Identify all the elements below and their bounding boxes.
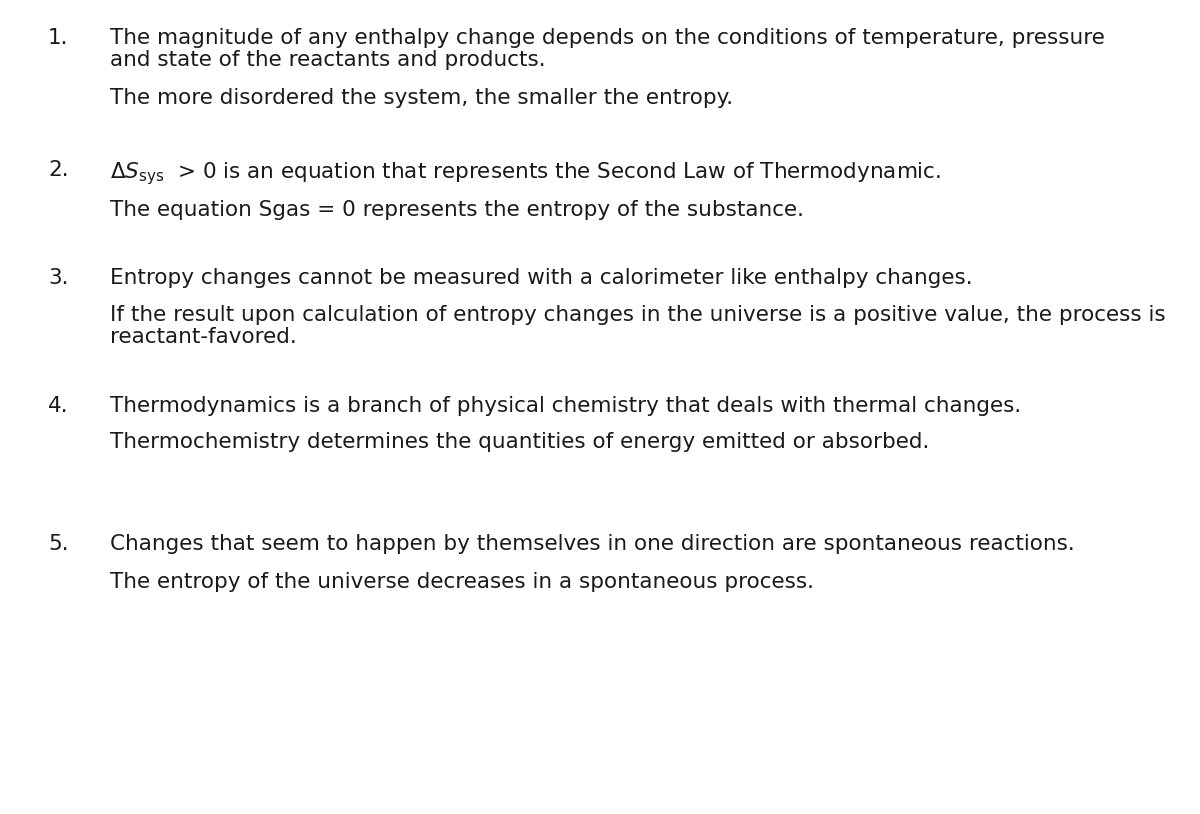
Text: The more disordered the system, the smaller the entropy.: The more disordered the system, the smal… (110, 88, 733, 108)
Text: The entropy of the universe decreases in a spontaneous process.: The entropy of the universe decreases in… (110, 572, 814, 592)
Text: Changes that seem to happen by themselves in one direction are spontaneous react: Changes that seem to happen by themselve… (110, 534, 1075, 554)
Text: If the result upon calculation of entropy changes in the universe is a positive : If the result upon calculation of entrop… (110, 305, 1165, 325)
Text: and state of the reactants and products.: and state of the reactants and products. (110, 50, 546, 70)
Text: Thermochemistry determines the quantities of energy emitted or absorbed.: Thermochemistry determines the quantitie… (110, 432, 929, 452)
Text: 1.: 1. (48, 28, 68, 48)
Text: 5.: 5. (48, 534, 68, 554)
Text: Thermodynamics is a branch of physical chemistry that deals with thermal changes: Thermodynamics is a branch of physical c… (110, 396, 1021, 416)
Text: reactant-favored.: reactant-favored. (110, 327, 296, 347)
Text: Entropy changes cannot be measured with a calorimeter like enthalpy changes.: Entropy changes cannot be measured with … (110, 268, 973, 288)
Text: $\Delta S_{\mathregular{sys}}$  > 0 is an equation that represents the Second La: $\Delta S_{\mathregular{sys}}$ > 0 is an… (110, 160, 941, 186)
Text: 2.: 2. (48, 160, 68, 180)
Text: 3.: 3. (48, 268, 68, 288)
Text: The magnitude of any enthalpy change depends on the conditions of temperature, p: The magnitude of any enthalpy change dep… (110, 28, 1105, 48)
Text: The equation Sgas = 0 represents the entropy of the substance.: The equation Sgas = 0 represents the ent… (110, 200, 804, 220)
Text: 4.: 4. (48, 396, 68, 416)
